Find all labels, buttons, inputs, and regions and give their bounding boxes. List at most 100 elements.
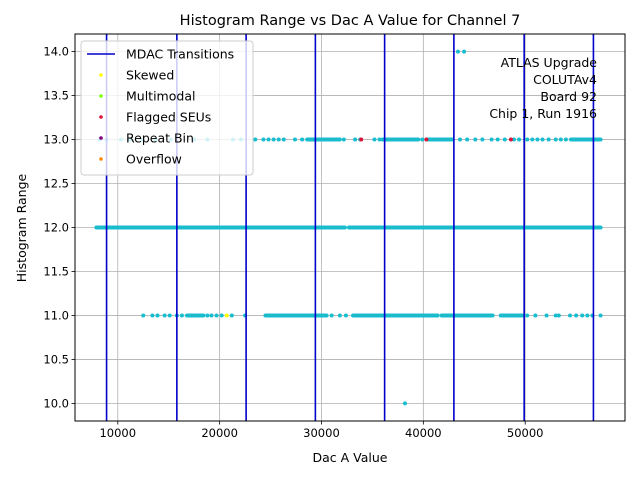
x-axis-label: Dac A Value xyxy=(313,450,388,465)
data-point xyxy=(162,313,167,318)
y-tick-label: 13.5 xyxy=(43,89,69,103)
y-tick-label: 11.5 xyxy=(43,264,69,278)
data-point xyxy=(293,137,297,142)
data-point xyxy=(563,137,568,142)
data-point xyxy=(553,137,558,142)
data-point xyxy=(403,401,407,406)
data-point xyxy=(271,137,276,142)
y-tick-label: 10.5 xyxy=(43,352,69,366)
y-tick-label: 10.0 xyxy=(43,396,69,410)
legend-marker-swatch xyxy=(99,94,103,98)
legend-entry-label: Skewed xyxy=(126,68,174,83)
data-point xyxy=(343,313,348,318)
data-point xyxy=(598,313,603,318)
y-tick-label: 14.0 xyxy=(43,45,69,59)
data-point xyxy=(544,313,549,318)
annotation-line: ATLAS Upgrade xyxy=(501,55,598,70)
data-point xyxy=(458,137,462,142)
data-point xyxy=(281,137,286,142)
annotation-line: Board 92 xyxy=(540,89,597,104)
data-point xyxy=(473,137,478,142)
y-tick-label: 12.0 xyxy=(43,221,69,235)
data-point xyxy=(266,137,271,142)
data-point xyxy=(209,313,214,318)
data-point xyxy=(372,137,377,142)
legend-marker-swatch xyxy=(99,73,103,77)
data-point xyxy=(533,313,538,318)
data-point xyxy=(525,313,530,318)
legend-entry-label: Repeat Bin xyxy=(126,131,194,146)
data-point xyxy=(224,313,229,318)
y-axis-label: Histogram Range xyxy=(14,173,29,282)
legend-entry-label: Multimodal xyxy=(126,89,195,104)
annotation-line: Chip 1, Run 1916 xyxy=(489,106,597,121)
data-point xyxy=(525,137,530,142)
data-point xyxy=(462,49,467,54)
x-tick-label: 20000 xyxy=(201,426,238,440)
data-point xyxy=(276,137,281,142)
y-tick-label: 12.5 xyxy=(43,177,69,191)
legend-marker-swatch xyxy=(99,157,103,161)
legend: MDAC Transitions Skewed Multimodal Flagged … xyxy=(80,40,254,176)
data-point xyxy=(574,313,579,318)
data-point xyxy=(495,137,500,142)
data-point xyxy=(530,137,535,142)
data-point xyxy=(546,137,551,142)
data-point xyxy=(568,313,572,318)
data-point xyxy=(261,137,266,142)
x-tick-label: 30000 xyxy=(303,426,340,440)
data-point xyxy=(179,313,184,318)
data-point xyxy=(150,313,155,318)
data-point xyxy=(167,313,172,318)
data-point xyxy=(553,313,558,318)
data-point xyxy=(580,313,585,318)
y-tick-label: 13.0 xyxy=(43,133,69,147)
data-point xyxy=(465,137,470,142)
legend-marker-swatch xyxy=(99,136,103,140)
data-point xyxy=(353,137,358,142)
x-tick-label: 40000 xyxy=(405,426,442,440)
data-point xyxy=(585,313,590,318)
legend-entry-label: Flagged SEUs xyxy=(126,110,211,125)
legend-entry-label: MDAC Transitions xyxy=(126,47,234,62)
data-point xyxy=(508,137,513,142)
data-point xyxy=(502,137,507,142)
run-annotation: ATLAS Upgrade COLUTAv4 Board 92 Chip 1, Run… xyxy=(489,55,597,121)
data-point xyxy=(359,137,364,142)
data-point xyxy=(300,137,305,142)
data-point xyxy=(377,137,382,142)
data-point xyxy=(155,313,160,318)
data-point xyxy=(341,137,346,142)
data-point xyxy=(511,137,516,142)
data-point xyxy=(558,137,563,142)
data-point xyxy=(229,313,234,318)
data-point xyxy=(517,137,522,142)
x-tick-label: 10000 xyxy=(99,426,136,440)
data-point xyxy=(253,137,258,142)
annotation-line: COLUTAv4 xyxy=(533,72,597,87)
data-point xyxy=(219,313,224,318)
y-axis-ticks: 10.0 10.5 11.0 11.5 12.0 12.5 13.0 13.5 14.0 xyxy=(43,45,75,410)
y-tick-label: 11.0 xyxy=(43,308,69,322)
data-point xyxy=(535,137,540,142)
legend-entry-label: Overflow xyxy=(126,152,182,167)
legend-marker-swatch xyxy=(99,115,103,119)
data-point xyxy=(420,137,425,142)
chart-title: Histogram Range vs Dac A Value for Chann… xyxy=(180,13,521,29)
legend-box xyxy=(80,40,254,176)
data-point xyxy=(556,313,561,318)
data-point xyxy=(455,49,460,54)
data-point xyxy=(214,313,219,318)
data-point xyxy=(489,137,494,142)
data-point xyxy=(205,313,210,318)
data-point xyxy=(424,137,429,142)
data-point xyxy=(337,313,342,318)
x-axis-ticks: 10000 20000 30000 40000 50000 xyxy=(99,421,543,440)
data-point xyxy=(540,137,545,142)
data-point xyxy=(480,137,485,142)
dense-points-layer xyxy=(94,137,603,318)
data-point xyxy=(329,313,334,318)
x-tick-label: 50000 xyxy=(507,426,544,440)
data-point xyxy=(141,313,146,318)
